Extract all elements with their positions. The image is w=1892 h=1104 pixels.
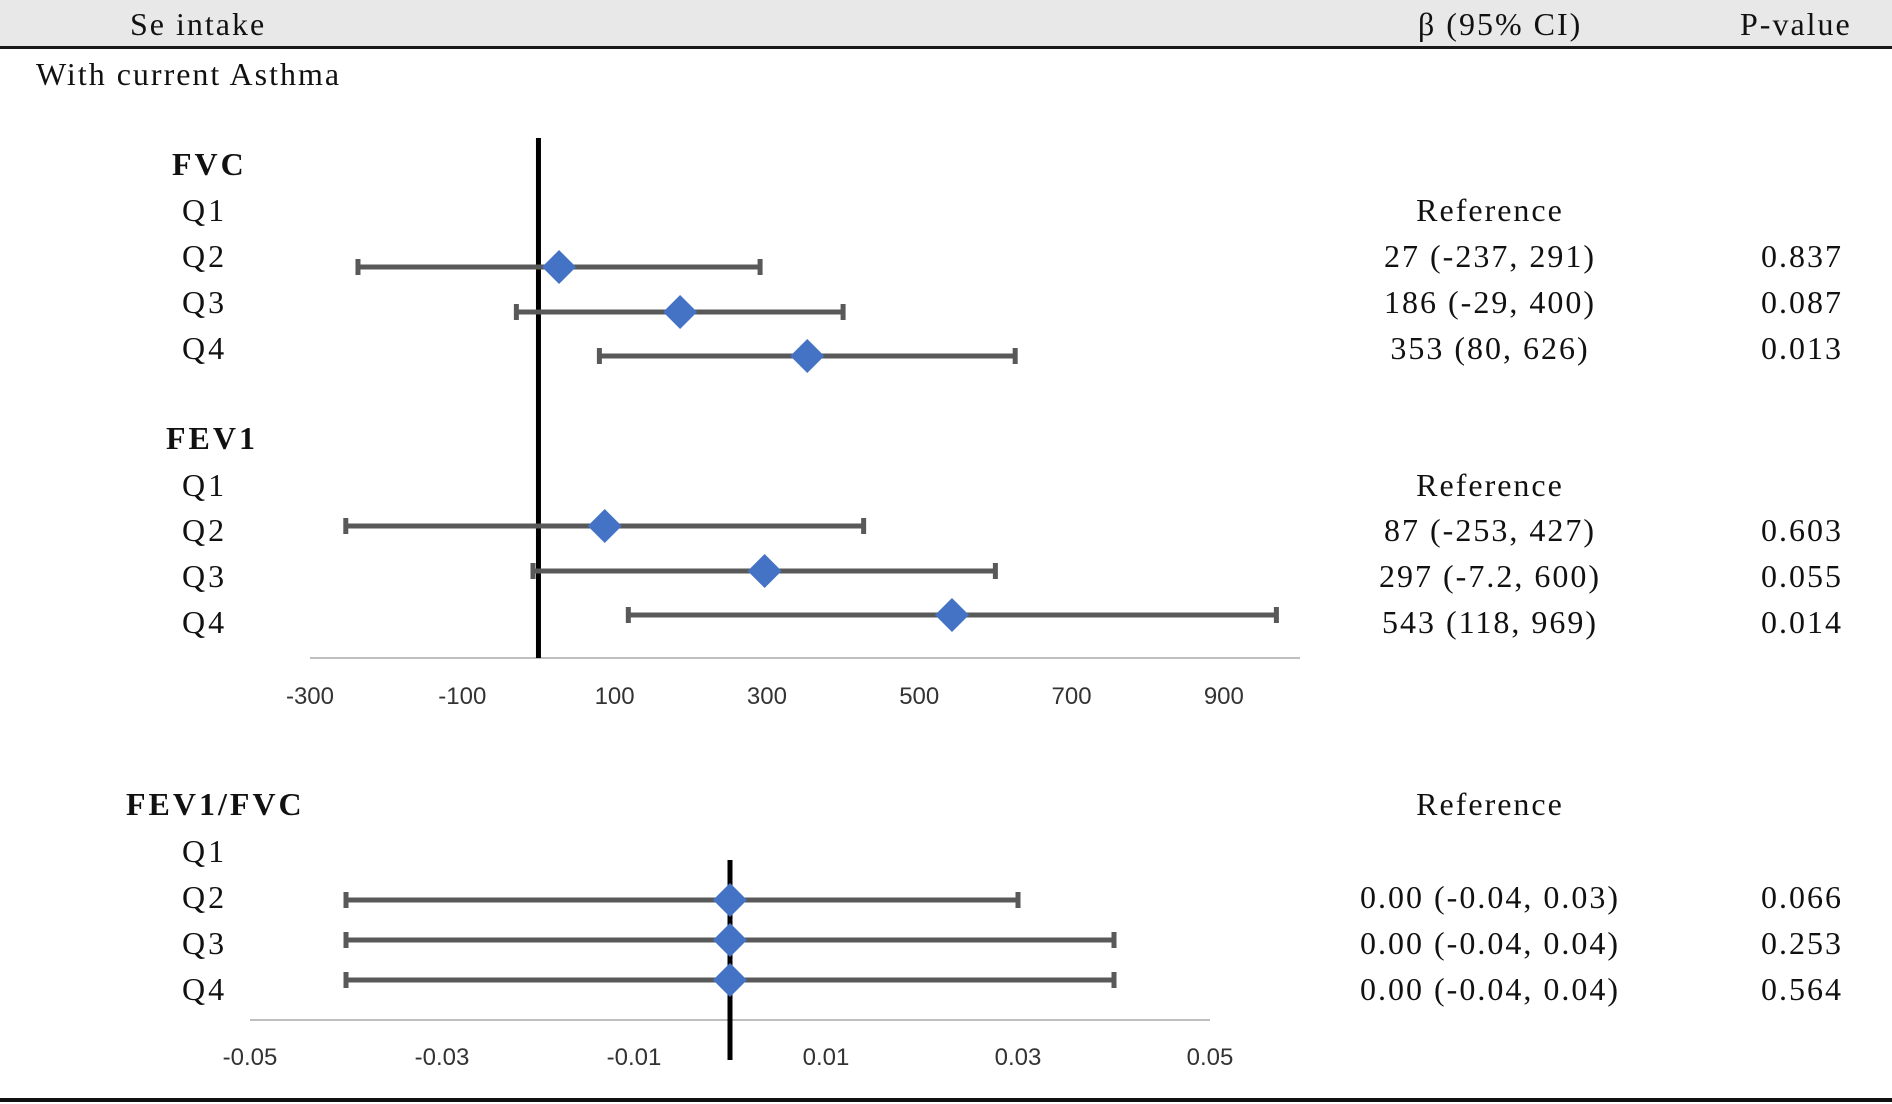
x-tick-label: -0.03 (415, 1044, 470, 1071)
ci-text: 27 (-237, 291) (1384, 238, 1596, 274)
p-value: 0.564 (1761, 971, 1843, 1007)
x-tick-label: 300 (747, 683, 787, 710)
ci-text: 87 (-253, 427) (1384, 512, 1596, 548)
section-label-fev1-fvc: FEV1/FVC (126, 786, 305, 822)
p-value: 0.253 (1761, 925, 1843, 961)
table-header: Se intake β (95% CI) P-value (0, 0, 1892, 49)
ci-text: 353 (80, 626) (1390, 330, 1590, 366)
header-beta-ci: β (95% CI) (1418, 6, 1583, 42)
row-label: Q2 (182, 879, 228, 915)
ci-text: 186 (-29, 400) (1384, 284, 1596, 320)
row-label: Q3 (182, 925, 228, 961)
ci-text: Reference (1416, 192, 1564, 228)
p-value: 0.603 (1761, 512, 1843, 548)
ci-text: 0.00 (-0.04, 0.03) (1360, 879, 1620, 915)
point-estimate-marker (542, 250, 577, 284)
row-label: Q1 (182, 192, 228, 228)
x-tick-label: -0.05 (223, 1044, 278, 1071)
p-value: 0.014 (1761, 604, 1843, 640)
x-tick-label: 0.05 (1187, 1044, 1234, 1071)
section-label-fvc: FVC (172, 146, 247, 182)
p-value: 0.087 (1761, 284, 1843, 320)
point-estimate-marker (713, 963, 747, 997)
x-tick-label: -0.01 (607, 1044, 662, 1071)
p-value: 0.837 (1761, 238, 1843, 274)
ci-text: 0.00 (-0.04, 0.04) (1360, 925, 1620, 961)
point-estimate-marker (663, 295, 698, 329)
x-tick-label: 900 (1204, 683, 1244, 710)
ci-text: Reference (1416, 786, 1564, 822)
row-label: Q2 (182, 512, 228, 548)
ci-text: Reference (1416, 467, 1564, 503)
point-estimate-marker (587, 509, 622, 543)
p-value: 0.066 (1761, 879, 1843, 915)
x-tick-label: 100 (595, 683, 635, 710)
row-label: Q2 (182, 238, 228, 274)
point-estimate-marker (747, 554, 782, 588)
p-value: 0.013 (1761, 330, 1843, 366)
p-value: 0.055 (1761, 558, 1843, 594)
row-label: Q3 (182, 284, 228, 320)
subgroup-label: With current Asthma (36, 56, 342, 92)
x-tick-label: -100 (438, 683, 486, 710)
row-label: Q1 (182, 467, 228, 503)
row-label: Q1 (182, 833, 228, 869)
row-label: Q4 (182, 604, 228, 640)
point-estimate-marker (713, 923, 747, 957)
row-label: Q3 (182, 558, 228, 594)
row-label: Q4 (182, 971, 228, 1007)
x-tick-label: 0.03 (995, 1044, 1042, 1071)
ci-text: 0.00 (-0.04, 0.04) (1360, 971, 1620, 1007)
x-tick-label: 700 (1052, 683, 1092, 710)
ci-text: 297 (-7.2, 600) (1379, 558, 1601, 594)
x-tick-label: 0.01 (803, 1044, 850, 1071)
section-label-fev1: FEV1 (166, 420, 258, 456)
table-bottom-rule (0, 1098, 1892, 1102)
x-tick-label: 500 (899, 683, 939, 710)
point-estimate-marker (713, 883, 747, 917)
header-exposure: Se intake (130, 6, 267, 42)
ci-text: 543 (118, 969) (1381, 604, 1599, 640)
row-label: Q4 (182, 330, 228, 366)
x-tick-label: -300 (286, 683, 334, 710)
point-estimate-marker (934, 598, 969, 632)
point-estimate-marker (790, 339, 825, 373)
header-p-value: P-value (1740, 6, 1852, 42)
